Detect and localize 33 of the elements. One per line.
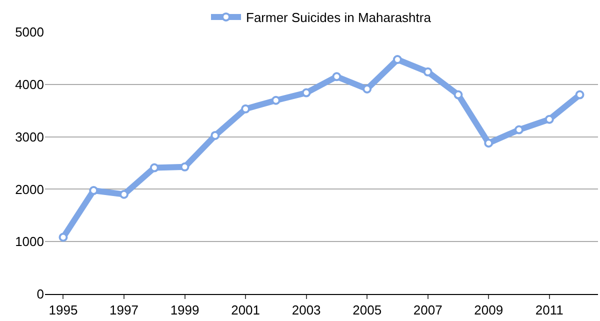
x-tick-label: 2007 bbox=[413, 302, 442, 318]
point bbox=[575, 90, 584, 100]
point bbox=[271, 96, 280, 105]
x-tick-label: 2001 bbox=[231, 302, 260, 318]
point bbox=[392, 55, 402, 64]
point bbox=[210, 130, 220, 140]
point bbox=[332, 72, 342, 82]
point bbox=[514, 125, 524, 134]
y-tick-label: 3000 bbox=[15, 129, 44, 144]
point bbox=[484, 138, 494, 148]
point bbox=[544, 114, 554, 124]
x-tick-label: 2011 bbox=[535, 302, 564, 318]
point bbox=[454, 90, 463, 100]
legend-label: Farmer Suicides in Maharashtra bbox=[246, 10, 432, 26]
x-tick-label: 1995 bbox=[48, 302, 78, 318]
y-tick-label: 2000 bbox=[15, 182, 44, 197]
x-tick-label: 2005 bbox=[352, 302, 382, 318]
y-tick-label: 0 bbox=[36, 286, 44, 302]
y-tick-label: 1000 bbox=[15, 234, 44, 250]
point bbox=[302, 88, 311, 98]
x-tick-label: 2003 bbox=[292, 302, 321, 318]
x-tick-label: 1999 bbox=[170, 302, 200, 318]
point bbox=[58, 232, 68, 242]
x-tick-label: 1997 bbox=[110, 302, 138, 318]
point bbox=[362, 84, 372, 94]
point bbox=[241, 104, 250, 114]
point bbox=[423, 67, 432, 76]
y-tick-label: 4000 bbox=[15, 76, 44, 92]
x-tick-label: 2009 bbox=[474, 302, 504, 318]
point bbox=[120, 190, 128, 199]
y-tick-label: 5000 bbox=[15, 24, 44, 40]
point bbox=[89, 186, 98, 196]
point bbox=[150, 163, 159, 172]
